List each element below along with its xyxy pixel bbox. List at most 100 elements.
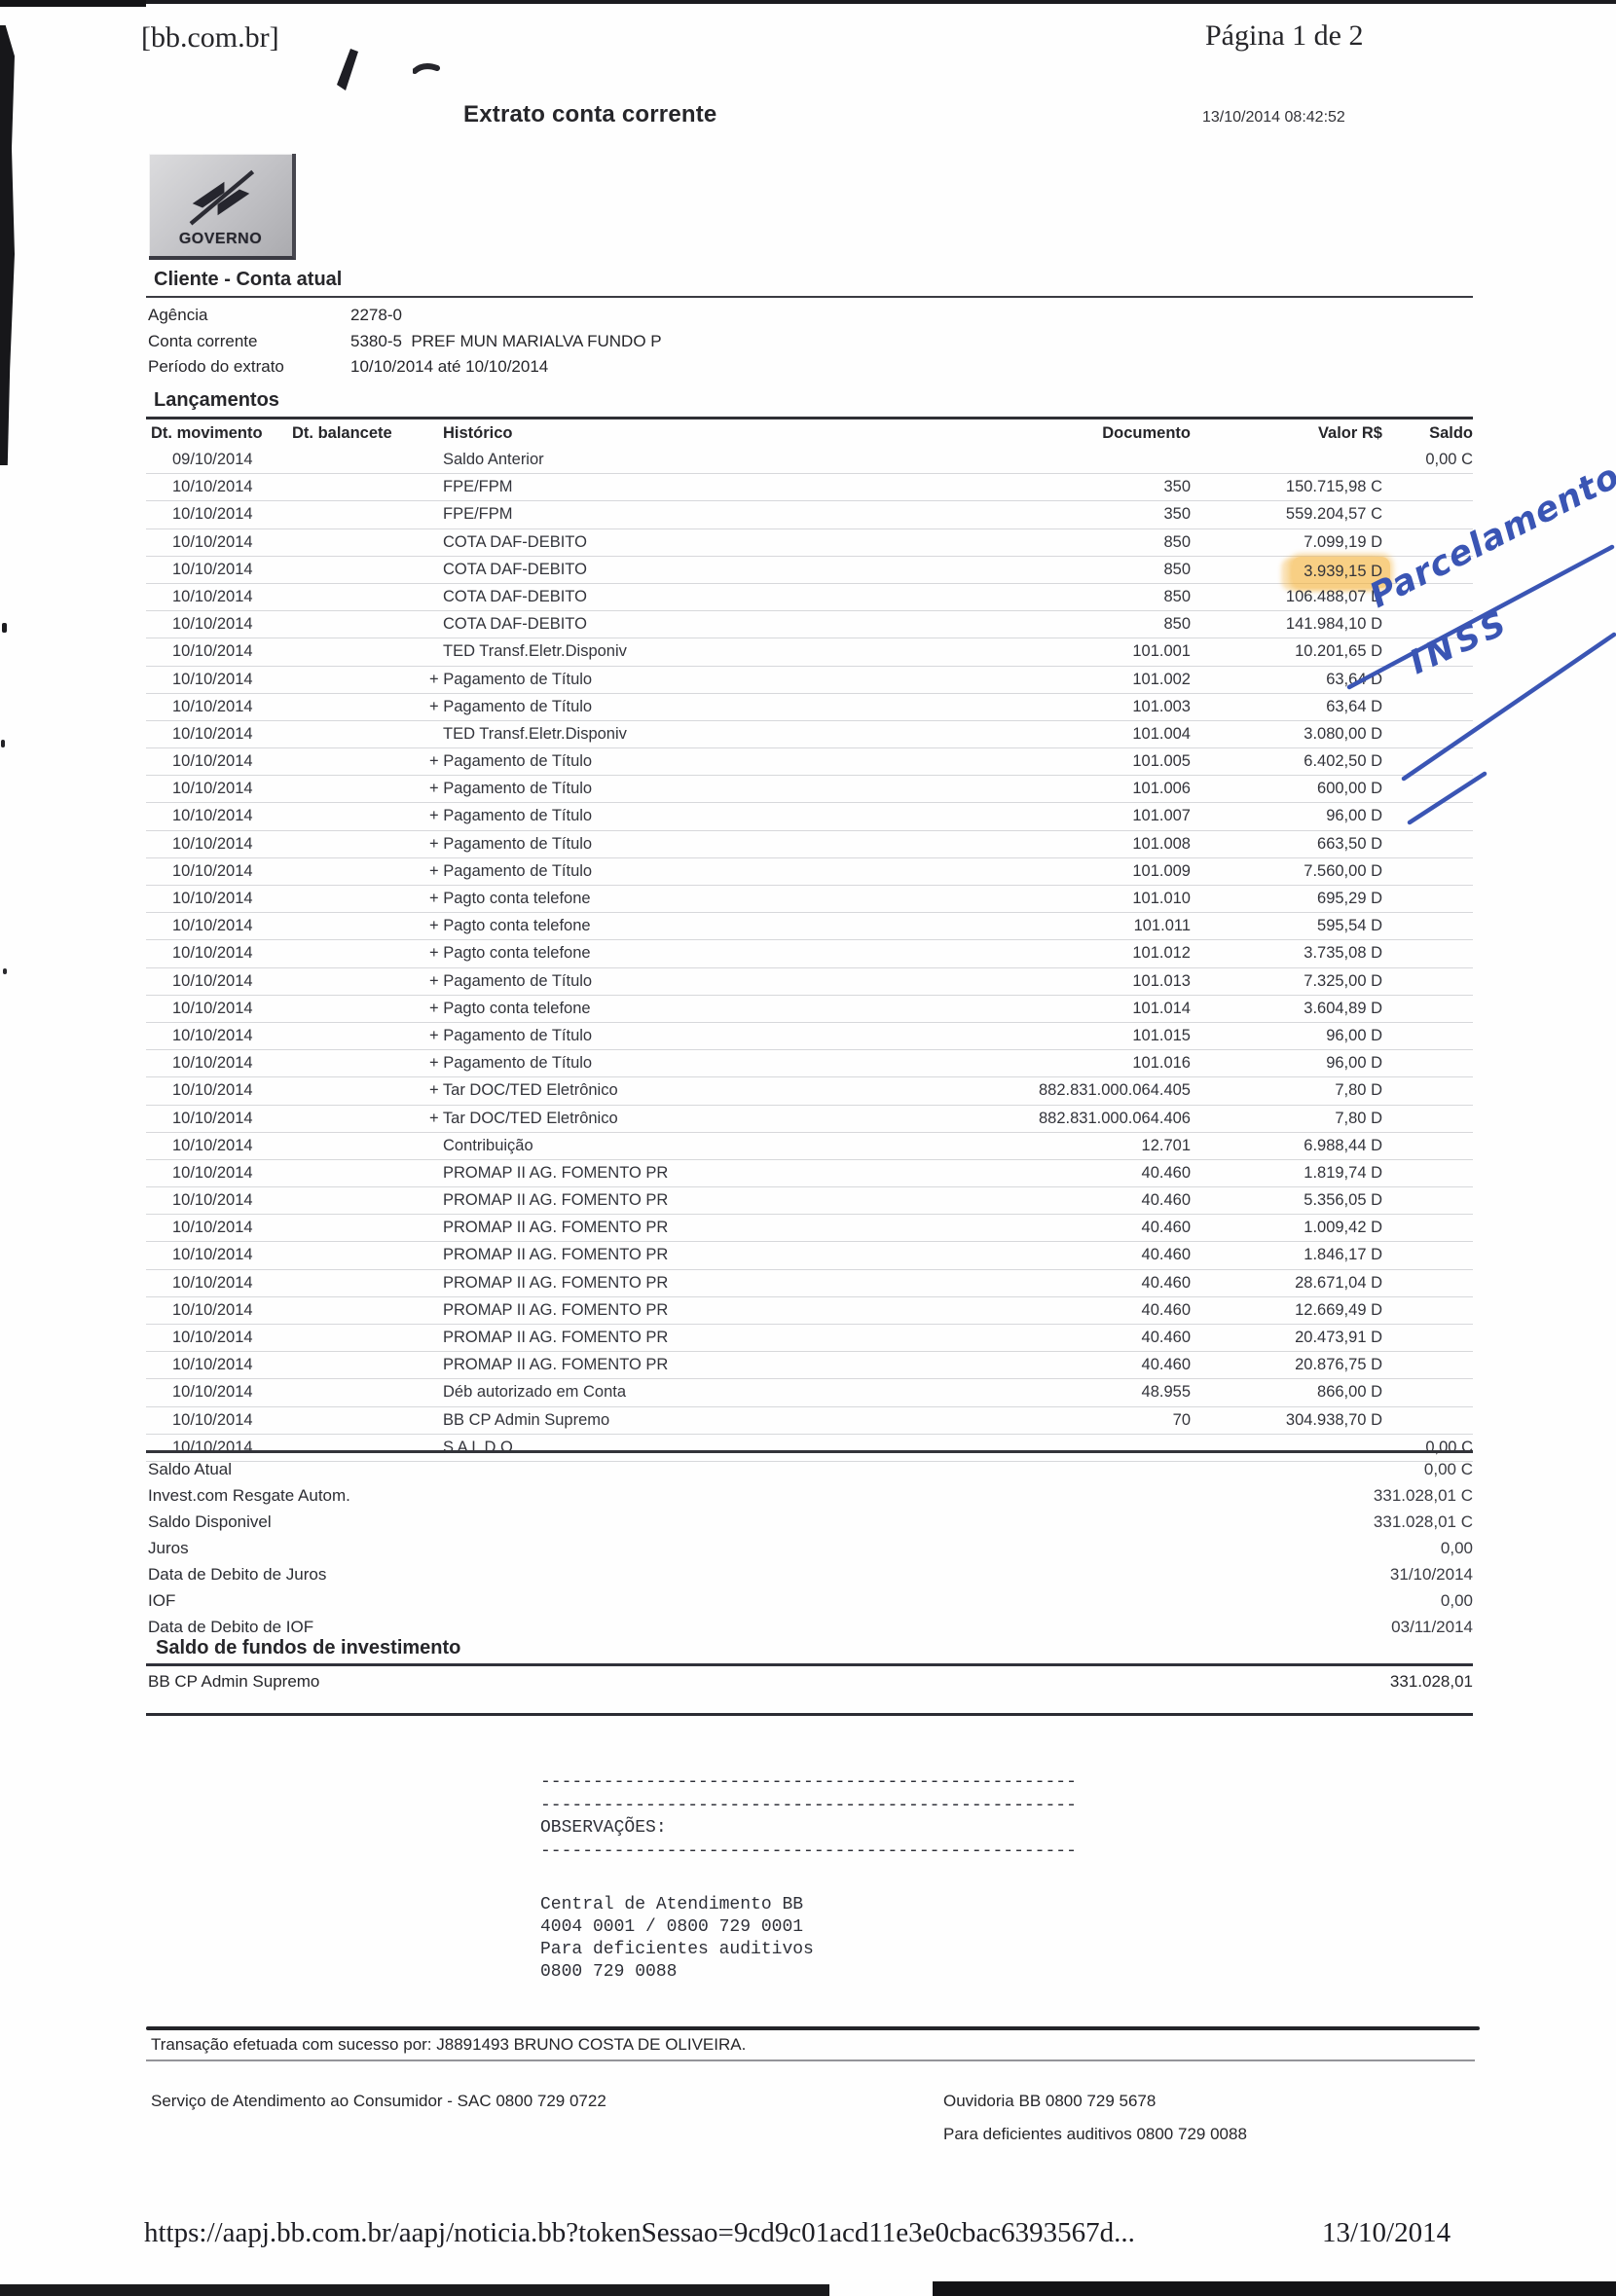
client-field-row: Agência 2278-0 bbox=[148, 303, 1121, 329]
cell-valor: 7.325,00 D bbox=[1304, 971, 1382, 990]
client-field-value: 5380-5 PREF MUN MARIALVA FUNDO P bbox=[350, 331, 662, 350]
cell-dt-movimento: 10/10/2014 bbox=[172, 1054, 253, 1073]
divider bbox=[146, 1663, 1473, 1666]
table-row: 10/10/2014 + Tar DOC/TED Eletrônico 882.… bbox=[146, 1106, 1473, 1133]
summary-row: Data de Debito de IOF 03/11/2014 bbox=[146, 1614, 1473, 1640]
cell-historico: + Pagamento de Título bbox=[429, 752, 593, 771]
table-row: 10/10/2014 + Pagamento de Título 101.009… bbox=[146, 858, 1473, 886]
scan-artifact-top-edge bbox=[0, 0, 1616, 4]
cell-dt-movimento: 10/10/2014 bbox=[172, 780, 253, 798]
client-field-value: 10/10/2014 até 10/10/2014 bbox=[350, 357, 549, 376]
table-row: 10/10/2014 Déb autorizado em Conta 48.95… bbox=[146, 1379, 1473, 1407]
table-row: 10/10/2014 PROMAP II AG. FOMENTO PR 40.4… bbox=[146, 1297, 1473, 1325]
contact-line: 0800 729 0088 bbox=[540, 1962, 678, 1982]
cell-historico: COTA DAF-DEBITO bbox=[443, 587, 587, 605]
summary-value: 03/11/2014 bbox=[1391, 1618, 1473, 1636]
cell-valor: 96,00 D bbox=[1326, 1026, 1382, 1044]
cell-documento: 850 bbox=[1163, 615, 1191, 634]
cell-valor: 600,00 D bbox=[1317, 780, 1382, 798]
client-field-row: Período do extrato 10/10/2014 até 10/10/… bbox=[148, 354, 1121, 381]
annotation-underline bbox=[1346, 544, 1615, 690]
summary-row: Data de Debito de Juros 31/10/2014 bbox=[146, 1561, 1473, 1587]
cell-historico: + Pagto conta telefone bbox=[429, 917, 591, 935]
cell-saldo: 0,00 C bbox=[1425, 451, 1473, 468]
divider bbox=[146, 1713, 1473, 1716]
cell-valor: 663,50 D bbox=[1317, 834, 1382, 853]
cell-historico: PROMAP II AG. FOMENTO PR bbox=[443, 1191, 669, 1210]
column-header-saldo: Saldo bbox=[1429, 424, 1473, 442]
cell-valor: 96,00 D bbox=[1326, 1054, 1382, 1073]
table-row: 09/10/2014 Saldo Anterior 0,00 C bbox=[146, 447, 1473, 475]
table-row: 10/10/2014 Contribuição 12.701 6.988,44 … bbox=[146, 1133, 1473, 1160]
cell-historico: + Pagto conta telefone bbox=[429, 890, 591, 907]
summary-label: Saldo Atual bbox=[148, 1460, 233, 1478]
cell-historico: PROMAP II AG. FOMENTO PR bbox=[443, 1273, 669, 1292]
cell-dt-movimento: 10/10/2014 bbox=[172, 944, 253, 963]
summary-row: Invest.com Resgate Autom. 331.028,01 C bbox=[146, 1482, 1473, 1509]
observations-separator: ----------------------------------------… bbox=[540, 1795, 1077, 1815]
table-row: 10/10/2014 PROMAP II AG. FOMENTO PR 40.4… bbox=[146, 1325, 1473, 1353]
scan-artifact-dot bbox=[3, 968, 7, 974]
table-row: 10/10/2014 COTA DAF-DEBITO 850 141.984,1… bbox=[146, 611, 1473, 639]
cell-historico: + Pagamento de Título bbox=[429, 1054, 593, 1073]
cell-dt-movimento: 10/10/2014 bbox=[172, 971, 253, 990]
statement-table: Dt. movimento Dt. balancete Histórico Do… bbox=[146, 420, 1473, 1462]
summary-value: 331.028,01 C bbox=[1373, 1512, 1473, 1531]
cell-documento: 101.016 bbox=[1132, 1054, 1191, 1073]
cell-dt-movimento: 10/10/2014 bbox=[172, 1383, 253, 1402]
client-field-label: Período do extrato bbox=[148, 357, 284, 376]
cell-documento: 101.013 bbox=[1132, 971, 1191, 990]
cell-documento: 70 bbox=[1172, 1410, 1191, 1429]
observations-title: OBSERVAÇÕES: bbox=[540, 1818, 667, 1838]
cell-dt-movimento: 10/10/2014 bbox=[172, 560, 253, 578]
fund-row: BB CP Admin Supremo 331.028,01 bbox=[148, 1668, 1473, 1695]
table-row: 10/10/2014 + Pagamento de Título 101.008… bbox=[146, 831, 1473, 858]
cell-valor: 20.473,91 D bbox=[1295, 1329, 1382, 1346]
cell-dt-movimento: 10/10/2014 bbox=[172, 890, 253, 907]
cell-dt-movimento: 10/10/2014 bbox=[172, 752, 253, 771]
summary-label: Juros bbox=[148, 1539, 189, 1557]
cell-documento: 101.014 bbox=[1132, 999, 1191, 1017]
table-row: 10/10/2014 PROMAP II AG. FOMENTO PR 40.4… bbox=[146, 1187, 1473, 1216]
cell-historico: FPE/FPM bbox=[443, 505, 513, 524]
client-field-row: Conta corrente 5380-5 PREF MUN MARIALVA … bbox=[148, 329, 1121, 355]
cell-dt-movimento: 10/10/2014 bbox=[172, 505, 253, 524]
table-row: 10/10/2014 PROMAP II AG. FOMENTO PR 40.4… bbox=[146, 1270, 1473, 1297]
cell-historico: Contribuição bbox=[443, 1136, 533, 1154]
table-row: 10/10/2014 + Pagto conta telefone 101.01… bbox=[146, 913, 1473, 941]
cell-documento: 350 bbox=[1163, 505, 1191, 524]
summary-row: IOF 0,00 bbox=[146, 1587, 1473, 1614]
cell-valor: 7,80 D bbox=[1335, 1081, 1382, 1100]
cell-documento: 101.007 bbox=[1132, 807, 1191, 825]
cell-historico: TED Transf.Eletr.Disponiv bbox=[443, 642, 627, 661]
cell-documento: 101.003 bbox=[1132, 697, 1191, 715]
scan-artifact-left-strip bbox=[0, 25, 15, 465]
cell-valor: 96,00 D bbox=[1326, 807, 1382, 825]
cell-dt-movimento: 09/10/2014 bbox=[172, 451, 253, 468]
cell-valor: 5.356,05 D bbox=[1304, 1191, 1382, 1210]
observations-block: ----------------------------------------… bbox=[540, 1771, 1077, 1863]
column-header-dt-movimento: Dt. movimento bbox=[151, 424, 263, 442]
cell-dt-movimento: 10/10/2014 bbox=[172, 1300, 253, 1319]
divider bbox=[146, 2059, 1475, 2061]
cell-documento: 850 bbox=[1163, 587, 1191, 605]
table-row: 10/10/2014 + Pagto conta telefone 101.01… bbox=[146, 940, 1473, 968]
divider bbox=[146, 296, 1473, 298]
print-footer-date: 13/10/2014 bbox=[1322, 2217, 1451, 2248]
cell-historico: + Pagto conta telefone bbox=[429, 944, 591, 963]
client-field-label: Agência bbox=[148, 306, 208, 324]
column-header-documento: Documento bbox=[1102, 424, 1191, 442]
funds-rows: BB CP Admin Supremo 331.028,01 bbox=[148, 1668, 1473, 1695]
cell-valor: 28.671,04 D bbox=[1295, 1273, 1382, 1292]
scan-artifact-dot bbox=[1, 740, 5, 747]
cell-dt-movimento: 10/10/2014 bbox=[172, 1026, 253, 1044]
cell-documento: 101.001 bbox=[1132, 642, 1191, 661]
cell-documento: 850 bbox=[1163, 532, 1191, 551]
cell-documento: 40.460 bbox=[1141, 1329, 1191, 1346]
cell-documento: 101.010 bbox=[1132, 890, 1191, 907]
cell-dt-movimento: 10/10/2014 bbox=[172, 999, 253, 1017]
report-timestamp: 13/10/2014 08:42:52 bbox=[1202, 109, 1345, 126]
badge-label: GOVERNO bbox=[178, 231, 263, 247]
bb-logo-icon bbox=[189, 169, 254, 226]
cell-documento: 101.011 bbox=[1133, 917, 1191, 935]
